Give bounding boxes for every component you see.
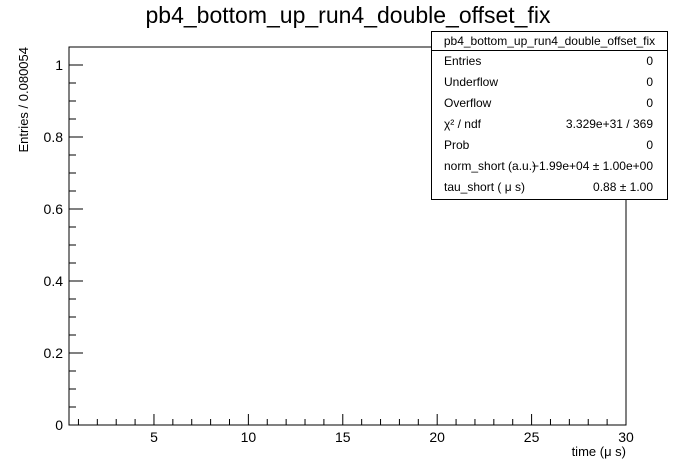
stat-row-underflow: Underflow 0 [432,72,667,93]
y-tick-label: 0.4 [44,273,64,289]
stats-box: pb4_bottom_up_run4_double_offset_fix Ent… [431,31,668,200]
stat-value: −1.99e+04 ± 1.00e+00 [531,159,653,173]
stat-value: 0 [646,54,653,68]
x-tick-label: 25 [524,429,540,445]
stat-row-chi2-ndf: χ² / ndf 3.329e+31 / 369 [432,114,667,135]
plot-frame [68,46,627,426]
stat-value: 0.88 ± 1.00 [593,180,653,194]
x-tick-label: 20 [429,429,445,445]
x-axis-label: time (μ s) [572,444,626,459]
stat-label: Entries [444,54,482,68]
stat-label: Prob [444,138,470,152]
stat-label: Overflow [444,96,492,110]
stat-label: Underflow [444,75,499,89]
stat-row-tau-short: tau_short ( μ s) 0.88 ± 1.00 [432,177,667,198]
chart-title: pb4_bottom_up_run4_double_offset_fix [145,2,551,28]
stat-label: norm_short (a.u.) [444,159,537,173]
y-tick-label: 0.8 [44,129,64,145]
stat-value: 3.329e+31 / 369 [565,117,653,131]
x-tick-label: 10 [241,429,257,445]
y-tick-label: 0 [55,417,63,433]
stat-row-entries: Entries 0 [432,51,667,72]
stat-value: 0 [646,138,653,152]
stat-label: χ² / ndf [444,117,481,131]
x-tick-label: 30 [618,429,634,445]
y-axis: 0 0.2 0.4 0.6 0.8 1 [44,46,83,433]
stat-label: tau_short ( μ s) [444,180,525,194]
stat-row-norm-short: norm_short (a.u.) −1.99e+04 ± 1.00e+00 [432,156,667,177]
stat-value: 0 [646,96,653,110]
y-axis-label: Entries / 0.080054 [16,47,31,153]
stat-value: 0 [646,75,653,89]
stat-row-prob: Prob 0 [432,135,667,156]
x-tick-label: 15 [335,429,351,445]
x-axis: 5 10 15 20 25 30 [77,414,634,445]
x-tick-label: 5 [150,429,158,445]
stats-box-title: pb4_bottom_up_run4_double_offset_fix [432,32,667,51]
y-tick-label: 0.2 [44,345,64,361]
stat-row-overflow: Overflow 0 [432,93,667,114]
y-tick-label: 0.6 [44,201,64,217]
y-tick-label: 1 [55,57,63,73]
